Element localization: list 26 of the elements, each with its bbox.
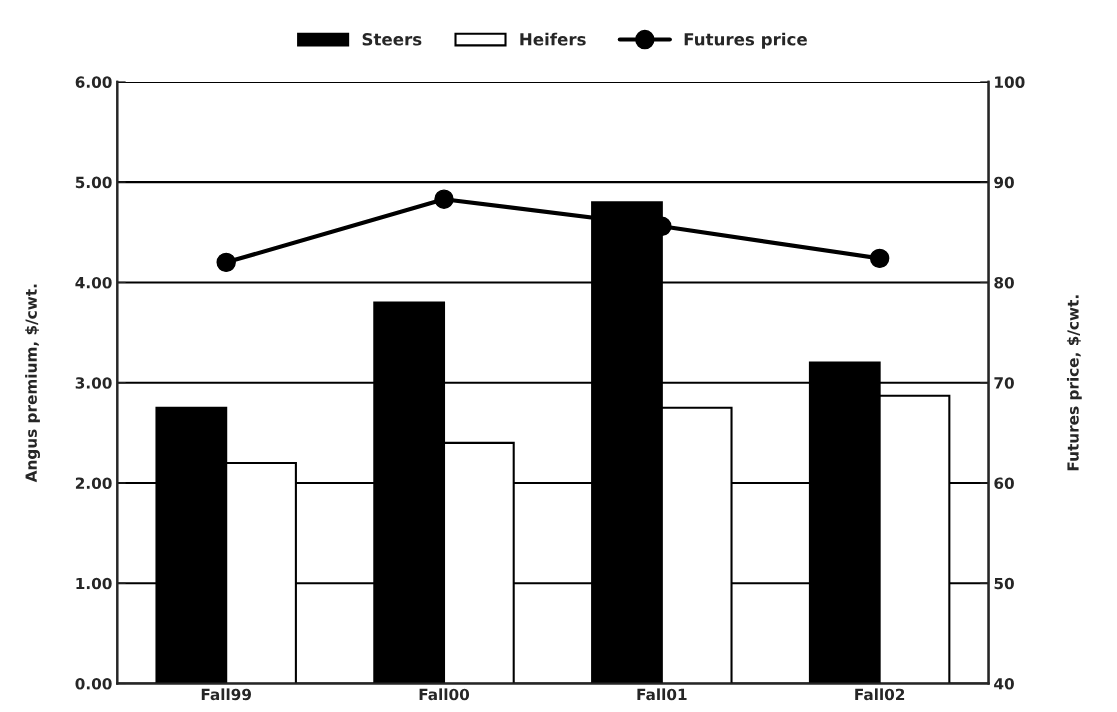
y2-tick-label: 40 (994, 677, 1014, 690)
point (216, 252, 236, 273)
y-tick-label: 5.00 (75, 176, 112, 189)
y-tick-label: 1.00 (76, 577, 112, 590)
y-tick-label: 3.00 (75, 377, 112, 389)
y2-tick-label: 70 (994, 377, 1014, 389)
x-tick-label: Fall00 (419, 688, 470, 701)
legend-label: Steers (362, 32, 422, 46)
y-tick-label: 4.00 (75, 276, 112, 289)
y2-tick-label: 100 (995, 76, 1025, 88)
point (869, 248, 890, 269)
y-axis-title: Angus premium, $/cwt. (25, 284, 41, 483)
y-tick-label: 6.00 (75, 76, 112, 88)
x-tick-label: Fall99 (201, 688, 252, 701)
x-tick-label: Fall01 (637, 688, 687, 701)
legend-label: Futures price (684, 32, 807, 49)
y-tick-label: 0.00 (75, 677, 112, 690)
y2-tick-label: 50 (994, 577, 1014, 590)
x-tick-label: Fall02 (855, 688, 905, 701)
point (434, 189, 454, 209)
y2-axis-title: Futures price, $/cwt. (1066, 295, 1082, 471)
y2-tick-label: 60 (994, 477, 1014, 489)
y-tick-label: 2.00 (75, 477, 112, 489)
y2-tick-label: 90 (994, 176, 1014, 189)
y2-tick-label: 80 (994, 276, 1014, 289)
legend-label: Heifers (520, 32, 586, 46)
